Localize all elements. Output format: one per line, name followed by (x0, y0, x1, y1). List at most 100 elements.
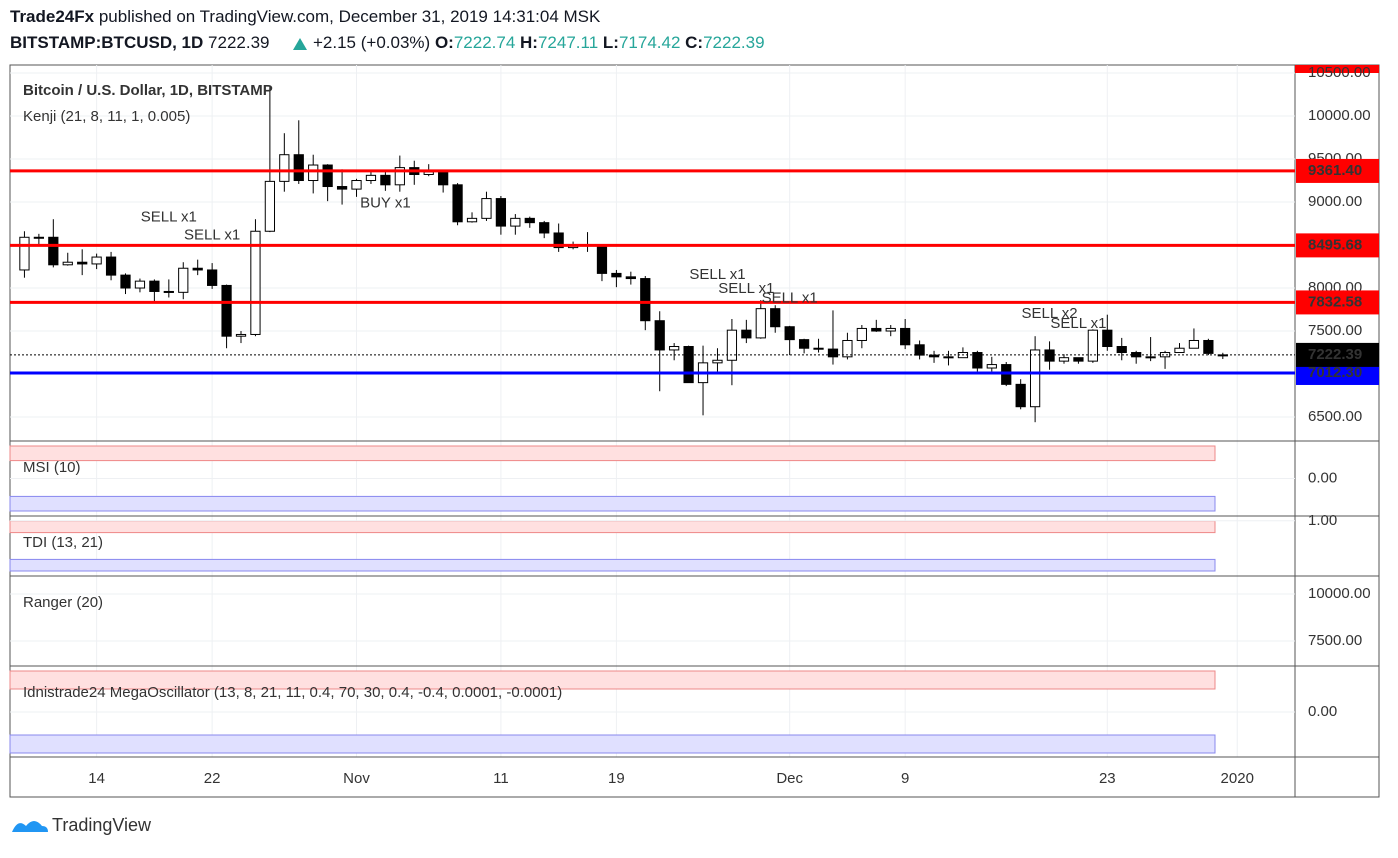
y-tick-label: 0.00 (1308, 469, 1337, 486)
candle-body (77, 261, 88, 265)
candle-body (466, 217, 478, 223)
ohlc-line: +2.15 (+0.03%) O:7222.74 H:7247.11 L:717… (313, 33, 765, 52)
price-box (1296, 233, 1379, 258)
x-tick-label: 2020 (1221, 770, 1254, 787)
lower-band (9, 734, 1216, 754)
candle-body (625, 276, 636, 280)
candle-body (178, 267, 189, 293)
x-tick-label: 9 (901, 770, 909, 787)
candle-body (1174, 347, 1185, 354)
candle-body (192, 267, 203, 271)
price-box (1296, 342, 1379, 367)
x-tick-label: 23 (1099, 770, 1116, 787)
candle-body (351, 180, 362, 190)
logo (12, 821, 48, 832)
candle-body (669, 346, 680, 351)
change: +2.15 (+0.03%) (313, 33, 430, 52)
candle-body (770, 308, 781, 328)
signal: SELL x1 (762, 289, 818, 306)
candle-body (120, 274, 131, 289)
candle-body (611, 272, 622, 278)
candle-body (380, 174, 391, 186)
candle-body (495, 198, 507, 227)
candle-body (842, 339, 853, 358)
x-tick-label: 14 (88, 770, 105, 787)
l: 7174.42 (619, 33, 680, 52)
candle-body (885, 327, 896, 332)
y-tick-label: 10000.00 (1308, 107, 1371, 124)
lower-band (9, 495, 1216, 512)
candle-body (654, 320, 665, 351)
candle-body (1029, 349, 1041, 408)
candle-body (986, 364, 997, 369)
upper-band (9, 670, 1216, 690)
signal: SELL x1 (689, 266, 745, 283)
lower-band (9, 558, 1216, 572)
candle-body (1188, 339, 1200, 349)
candle-body (539, 222, 550, 234)
candle-body (481, 198, 492, 219)
x-tick-label: 19 (608, 770, 625, 787)
candle-body (438, 171, 449, 186)
o-label: O: (435, 33, 454, 52)
y-tick-label: 7500.00 (1308, 322, 1362, 339)
candle-body (1087, 329, 1098, 362)
price-label: 7832.58 (1308, 293, 1362, 310)
price-label: 9361.40 (1308, 162, 1362, 179)
candle-body (394, 167, 405, 186)
candle-body (235, 333, 247, 337)
candle-body (900, 327, 911, 346)
candle-body (871, 327, 882, 332)
price-box (1296, 290, 1379, 315)
y-tick-label: 10000.00 (1308, 585, 1371, 602)
candle-body (1044, 349, 1055, 362)
signal: SELL x1 (1050, 315, 1106, 332)
candle-body (755, 308, 766, 339)
x-tick-label: 11 (493, 770, 509, 787)
y-tick-label: 0.00 (1308, 703, 1337, 720)
c-label: C: (685, 33, 703, 52)
candle-body (798, 339, 810, 349)
symbol: BITSTAMP:BTCUSD, 1D (10, 33, 203, 52)
candle-body (279, 154, 290, 182)
candle-body (1102, 329, 1113, 348)
y-tick-label: 7500.00 (1308, 632, 1362, 649)
candle-body (33, 236, 44, 239)
y-tick-label: 10500.00 (1308, 64, 1371, 81)
candle-body (48, 236, 59, 266)
l-label: L: (603, 33, 619, 52)
o: 7222.74 (454, 33, 515, 52)
h: 7247.11 (538, 33, 598, 52)
candle-body (640, 278, 651, 322)
chart-subtitle: Kenji (21, 8, 11, 1, 0.005) (23, 108, 190, 125)
candle-body (943, 356, 954, 359)
published: published on TradingView.com, December 3… (99, 7, 601, 26)
signal: SELL x2 (1021, 305, 1077, 322)
upper-band (9, 520, 1216, 534)
brand: TradingView (52, 815, 152, 835)
candle-body (856, 327, 867, 341)
candle-body (91, 256, 102, 265)
candle-body (741, 329, 752, 339)
publisher: Trade24Fx (10, 7, 95, 26)
panel-title: TDI (13, 21) (23, 534, 103, 551)
signal: SELL x1 (141, 208, 197, 225)
candle-body (1159, 352, 1171, 358)
signal: BUY x1 (360, 195, 411, 212)
candle-body (1015, 383, 1026, 408)
candle-body (308, 164, 319, 182)
candle-body (19, 236, 30, 271)
y-tick-label: 1.00 (1308, 512, 1337, 529)
candle-body (163, 290, 174, 293)
candle-body (62, 261, 73, 266)
panel-title: Idnistrade24 MegaOscillator (13, 8, 21, … (23, 684, 562, 701)
candle-body (683, 346, 694, 384)
x-tick-label: Nov (343, 770, 370, 787)
frame (9, 64, 1380, 798)
candle-body (553, 232, 564, 249)
candle-body (105, 256, 117, 276)
c: 7222.39 (703, 33, 764, 52)
candle-body (1203, 339, 1214, 354)
